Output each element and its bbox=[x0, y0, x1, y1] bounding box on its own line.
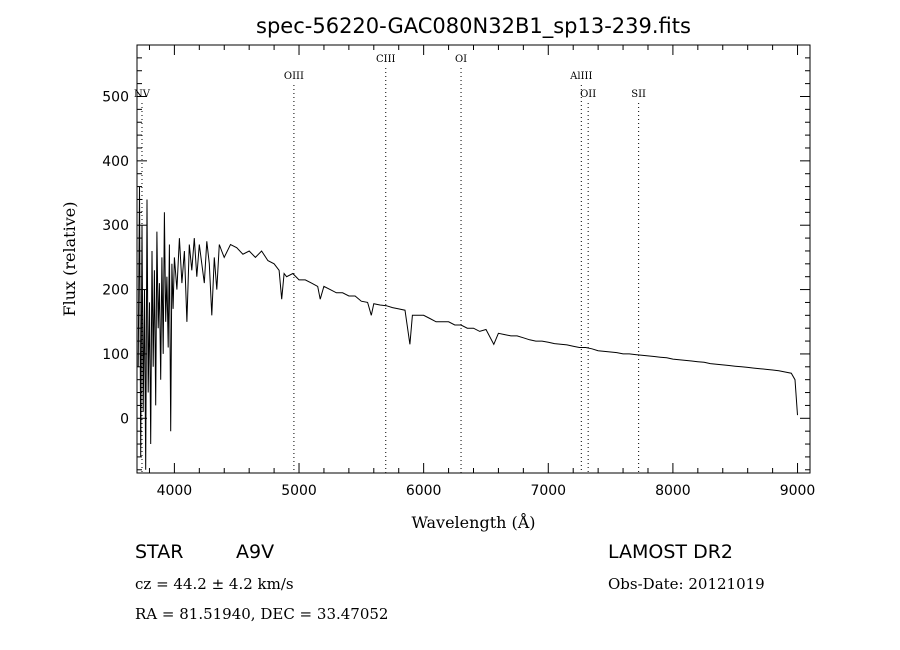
x-tick-label: 7000 bbox=[530, 483, 566, 499]
y-tick-label: 400 bbox=[102, 154, 129, 170]
x-axis-label: Wavelength (Å) bbox=[411, 512, 535, 532]
spectral-line-label: OII bbox=[580, 89, 596, 100]
spectral-line-label: SII bbox=[631, 89, 646, 100]
spectral-line-label: CIII bbox=[376, 54, 396, 65]
spectral-line-label: OI bbox=[455, 54, 467, 65]
spectrum-chart: spec-56220-GAC080N32B1_sp13-239.fits NV OI… bbox=[60, 14, 816, 532]
x-tick-label: 8000 bbox=[655, 483, 691, 499]
y-tick-label: 0 bbox=[120, 411, 129, 427]
observation-date: Obs-Date: 20121019 bbox=[608, 575, 765, 593]
y-tick-label: 300 bbox=[102, 218, 129, 234]
object-class: STAR bbox=[135, 541, 184, 563]
y-axis-label: Flux (relative) bbox=[60, 202, 79, 317]
chart-title: spec-56220-GAC080N32B1_sp13-239.fits bbox=[256, 14, 691, 39]
x-tick-label: 9000 bbox=[780, 483, 816, 499]
x-tick-label: 6000 bbox=[406, 483, 442, 499]
x-tick-label: 5000 bbox=[281, 483, 317, 499]
sky-coordinates: RA = 81.51940, DEC = 33.47052 bbox=[135, 605, 389, 623]
plot-frame bbox=[136, 44, 811, 474]
survey-label: LAMOST DR2 bbox=[608, 541, 733, 563]
y-tick-label: 500 bbox=[102, 89, 129, 105]
y-tick-label: 200 bbox=[102, 283, 129, 299]
spectrum-series bbox=[137, 186, 798, 470]
redshift-velocity: cz = 44.2 ± 4.2 km/s bbox=[135, 575, 294, 593]
x-tick-label: 4000 bbox=[157, 483, 193, 499]
spectral-line-label: NV bbox=[134, 89, 151, 100]
y-tick-label: 100 bbox=[102, 347, 129, 363]
spectral-line-label: OIII bbox=[284, 71, 304, 82]
object-subclass: A9V bbox=[236, 541, 275, 563]
spectral-line-label: AlIII bbox=[569, 71, 592, 82]
